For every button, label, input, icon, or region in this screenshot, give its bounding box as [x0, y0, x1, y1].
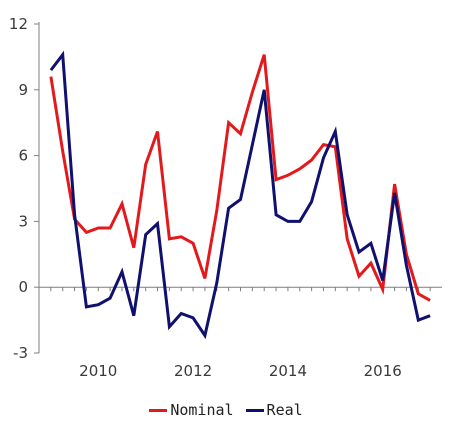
y-tick-label: 3	[18, 212, 28, 230]
series-lines	[49, 50, 431, 340]
y-tick-label: 0	[18, 278, 28, 296]
legend-label-1: Real	[266, 401, 303, 419]
x-tick-label: 2016	[364, 362, 402, 380]
legend: Nominal Real	[0, 398, 452, 422]
y-tick-label: 12	[9, 15, 28, 33]
legend-item-1: Real	[245, 401, 303, 419]
y-tick-label: 9	[18, 81, 28, 99]
legend-item-0: Nominal	[149, 401, 234, 419]
legend-label-0: Nominal	[170, 401, 234, 419]
series-line-nominal	[49, 54, 431, 302]
x-tick-label: 2010	[79, 362, 117, 380]
y-tick-label: -3	[13, 344, 28, 362]
legend-swatch-0	[149, 408, 168, 412]
series-line-real	[49, 50, 431, 340]
x-tick-label: 2012	[174, 362, 212, 380]
y-tick-label: 6	[18, 147, 28, 165]
chart-canvas: -3 0 3 6 9 12 2010 2012 2014 2016	[9, 15, 442, 380]
axes: -3 0 3 6 9 12 2010 2012 2014 2016	[9, 15, 442, 380]
legend-swatch-1	[245, 408, 264, 412]
x-tick-label: 2014	[269, 362, 307, 380]
